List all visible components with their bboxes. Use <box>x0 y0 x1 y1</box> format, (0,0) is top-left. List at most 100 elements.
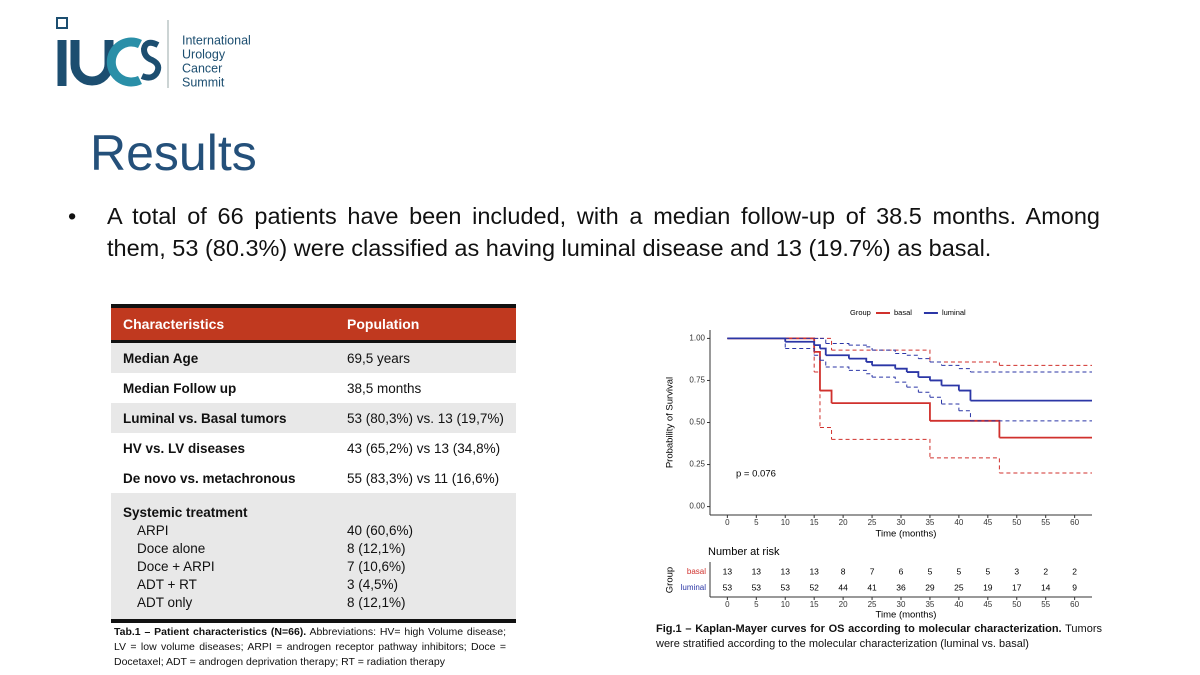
table-cell: Median Age <box>123 350 199 366</box>
risk-row-label: basal <box>687 567 706 576</box>
table-cell: De novo vs. metachronous <box>123 470 296 486</box>
survival-step <box>929 379 943 386</box>
table-cell: ADT only <box>137 594 193 610</box>
table-cell: ARPI <box>137 522 169 538</box>
ci-upper <box>831 349 931 362</box>
ci-lower <box>814 371 821 428</box>
risk-count: 5 <box>957 566 962 576</box>
table-caption: Tab.1 – Patient characteristics (N=66). … <box>114 625 506 670</box>
risk-count: 17 <box>1012 582 1022 592</box>
logo-text: Summit <box>182 75 225 89</box>
table-cell: 40 (60,6%) <box>347 522 414 538</box>
risk-count: 13 <box>752 566 762 576</box>
ci-upper <box>941 364 960 369</box>
risk-count: 29 <box>925 582 935 592</box>
survival-step <box>941 384 960 391</box>
table-cell: Doce alone <box>137 540 206 556</box>
table-row: ADT + RT 3 (4,5%) <box>111 575 516 593</box>
risk-count: 19 <box>983 582 993 592</box>
column-header: Characteristics <box>123 316 225 332</box>
risk-x-tick-label: 55 <box>1041 600 1050 609</box>
ci-upper <box>872 349 896 354</box>
survival-step <box>866 361 873 366</box>
ci-lower <box>819 427 833 440</box>
table-cell: 3 (4,5%) <box>347 576 399 592</box>
x-tick-label: 50 <box>1012 518 1021 527</box>
table: Characteristics Population Median Age 69,5 … <box>111 304 516 623</box>
ci-lower <box>825 366 850 371</box>
risk-x-tick-label: 45 <box>983 600 992 609</box>
table-cell: Doce + ARPI <box>137 558 215 574</box>
table-row: Systemic treatment <box>111 503 516 521</box>
logo-text: Cancer <box>182 61 222 75</box>
x-tick-label: 40 <box>954 518 963 527</box>
logo-mark <box>56 17 162 87</box>
x-tick-label: 55 <box>1041 518 1050 527</box>
annotation: p = 0.076 <box>736 469 776 480</box>
x-axis-label: Time (months) <box>876 529 937 540</box>
bullet-text: A total of 66 patients have been include… <box>107 203 1100 261</box>
survival-step <box>727 337 816 352</box>
survival-step <box>785 340 816 346</box>
x-tick-label: 5 <box>754 518 759 527</box>
logo-text: International <box>182 33 251 47</box>
risk-count: 52 <box>809 582 819 592</box>
risk-count: 14 <box>1041 582 1051 592</box>
ci-upper <box>929 361 943 366</box>
risk-x-tick-label: 35 <box>925 600 934 609</box>
ci-lower <box>958 410 971 421</box>
table-cell: HV vs. LV diseases <box>123 440 246 456</box>
legend-title: Group <box>850 308 871 317</box>
x-tick-label: 15 <box>810 518 819 527</box>
survival-step <box>727 337 787 342</box>
table-cell: Median Follow up <box>123 380 237 396</box>
risk-x-label: Time (months) <box>876 610 937 621</box>
risk-count: 5 <box>985 566 990 576</box>
table-row: De novo vs. metachronous 55 (83,3%) vs 11… <box>111 463 516 493</box>
risk-row-label: luminal <box>681 583 707 592</box>
ci-upper <box>918 358 931 362</box>
ci-upper <box>958 368 971 373</box>
survival-step <box>895 367 908 373</box>
table-row: ARPI 40 (60,6%) <box>111 521 516 539</box>
ci-lower <box>929 396 943 404</box>
caption-label: Fig.1 – Kaplan-Mayer curves for OS accor… <box>656 623 1062 635</box>
risk-y-label: Group <box>665 567 676 593</box>
table-row: Median Follow up 38,5 months <box>111 373 516 403</box>
km-chart: 0.000.250.500.751.000 5 10 15 20 25 30 35 40 45 50… <box>665 308 1092 621</box>
table-cell: 55 (83,3%) vs 11 (16,6%) <box>347 470 500 486</box>
table-cell: 38,5 months <box>347 380 422 396</box>
ci-lower <box>819 359 827 367</box>
table-row: Median Age 69,5 years <box>111 343 516 373</box>
survival-step <box>825 354 850 359</box>
risk-x-tick-label: 10 <box>781 600 790 609</box>
ci-upper <box>866 346 873 351</box>
table-cell: 8 (12,1%) <box>347 594 406 610</box>
x-tick-label: 25 <box>868 518 877 527</box>
ci-upper <box>906 354 919 359</box>
ci-lower <box>727 337 786 349</box>
y-tick-label: 0.25 <box>689 460 705 469</box>
survival-step <box>958 389 972 401</box>
table-row: ADT only 8 (12,1%) <box>111 593 516 611</box>
risk-count: 2 <box>1072 566 1077 576</box>
survival-step <box>819 389 833 404</box>
group-label: Systemic treatment <box>123 504 248 520</box>
risk-table-title: Number at risk <box>708 546 780 558</box>
ci-lower <box>941 403 960 411</box>
slide-title: Results <box>90 125 257 181</box>
survival-step <box>814 344 821 349</box>
table-cell: Luminal vs. Basal tumors <box>123 410 287 426</box>
table-cell: 69,5 years <box>347 350 411 366</box>
risk-count: 44 <box>838 582 848 592</box>
risk-x-tick-label: 30 <box>897 600 906 609</box>
table-row: Doce + ARPI 7 (10,6%) <box>111 557 516 575</box>
risk-count: 13 <box>809 566 819 576</box>
risk-count: 36 <box>896 582 906 592</box>
ci-lower <box>872 376 896 383</box>
table-cell: ADT + RT <box>137 576 197 592</box>
ci-lower <box>895 381 908 388</box>
x-tick-label: 35 <box>925 518 934 527</box>
